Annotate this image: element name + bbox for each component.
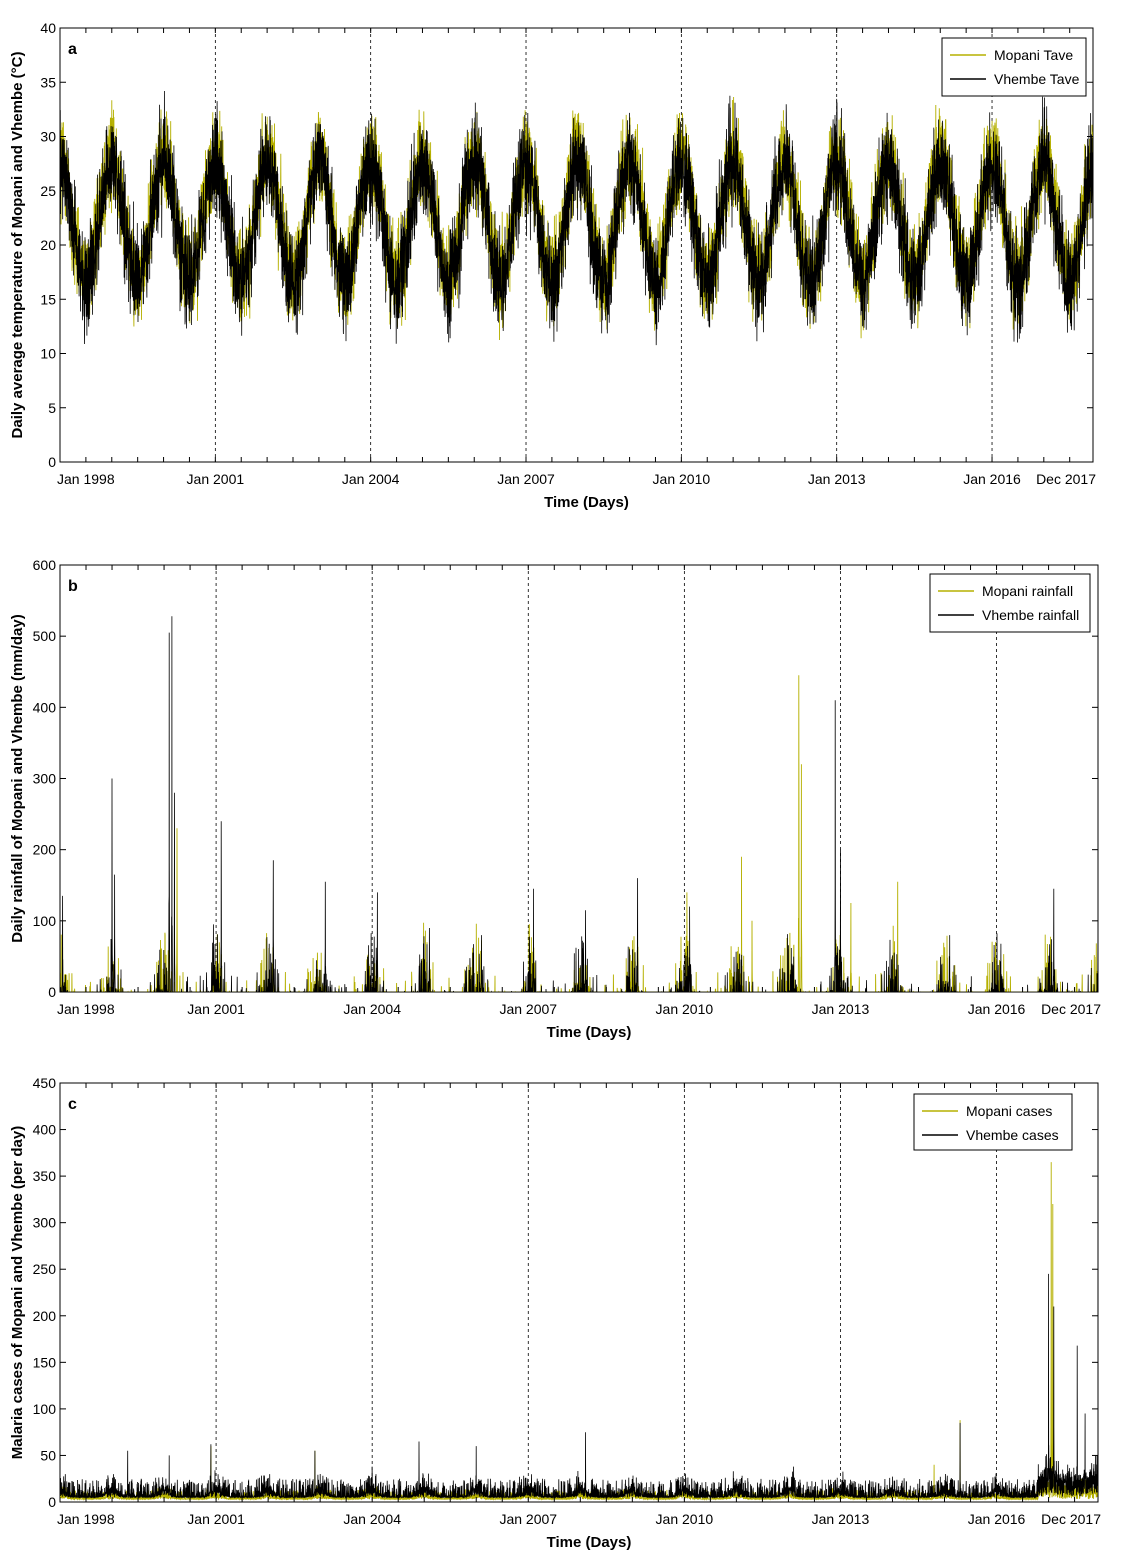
- y-axis-label: Daily average temperature of Mopani and …: [9, 52, 26, 439]
- y-axis-label: Daily rainfall of Mopani and Vhembe (mm/…: [9, 614, 26, 942]
- plot-frame: [59, 564, 1099, 993]
- x-tick-label: Jan 1998: [57, 1001, 115, 1017]
- x-tick-label: Jan 2016: [968, 1511, 1026, 1527]
- legend-box: [941, 37, 1087, 97]
- chart-panel-b: 0 100 200 300 400 500 600 Jan 1998 Jan 2001 Jan 2…: [9, 557, 1101, 1041]
- y-tick-label: 500: [33, 628, 57, 644]
- legend-entry: Mopani rainfall: [982, 583, 1073, 599]
- legend-entry: Vhembe cases: [966, 1127, 1059, 1143]
- x-tick-label: Jan 1998: [57, 1511, 115, 1527]
- x-axis-label: Time (Days): [547, 1024, 632, 1041]
- y-tick-label: 0: [48, 984, 56, 1000]
- y-tick-label: 25: [40, 183, 56, 199]
- y-tick-label: 300: [33, 1215, 57, 1231]
- x-tick-label: Jan 2004: [343, 1511, 401, 1527]
- y-tick-label: 250: [33, 1261, 57, 1277]
- legend-box: [913, 1093, 1073, 1151]
- x-tick-label: Jan 2001: [187, 471, 245, 487]
- series-line-mopani-cases: [60, 1162, 1098, 1501]
- x-tick-label: Jan 2001: [187, 1511, 245, 1527]
- y-axis-label: Malaria cases of Mopani and Vhembe (per …: [9, 1126, 26, 1459]
- x-tick-label: Jan 2007: [497, 471, 555, 487]
- panel-letter: b: [68, 578, 78, 595]
- x-tick-label: Jan 2001: [187, 1001, 245, 1017]
- y-tick-label: 50: [40, 1447, 56, 1463]
- y-tick-label: 0: [48, 454, 56, 470]
- y-tick-label: 350: [33, 1168, 57, 1184]
- x-tick-label: Jan 2010: [653, 471, 711, 487]
- y-tick-label: 100: [33, 913, 57, 929]
- x-tick-label: Dec 2017: [1041, 1511, 1101, 1527]
- y-tick-label: 150: [33, 1354, 57, 1370]
- legend: Mopani rainfall Vhembe rainfall: [929, 573, 1091, 633]
- y-tick-label: 400: [33, 1122, 57, 1138]
- y-tick-label: 15: [40, 291, 56, 307]
- y-tick-label: 400: [33, 699, 57, 715]
- legend-entry: Mopani cases: [966, 1103, 1052, 1119]
- y-tick-label: 200: [33, 1308, 57, 1324]
- y-tick-label: 300: [33, 771, 57, 787]
- y-tick-label: 5: [48, 400, 56, 416]
- legend-entry: Vhembe Tave: [994, 71, 1080, 87]
- legend: Mopani cases Vhembe cases: [913, 1093, 1073, 1151]
- y-tick-label: 100: [33, 1401, 57, 1417]
- x-tick-label: Jan 2007: [499, 1511, 557, 1527]
- y-tick-label: 200: [33, 842, 57, 858]
- x-tick-label: Jan 2013: [812, 1001, 870, 1017]
- x-tick-label: Jan 2010: [656, 1511, 714, 1527]
- y-tick-label: 40: [40, 20, 56, 36]
- x-tick-label: Jan 2007: [499, 1001, 557, 1017]
- x-tick-label: Jan 2013: [808, 471, 866, 487]
- plot-frame: [59, 1082, 1099, 1503]
- y-tick-label: 450: [33, 1075, 57, 1091]
- chart-panel-a: 0 5 10 15 20 25 30 35 40 Jan 1998 Jan 2001 Jan 2004…: [9, 20, 1096, 511]
- chart-panel-c: 0 50 100 150 200 250 300 350 400 450 Jan 1998 Jan 2…: [9, 1075, 1101, 1551]
- panel-letter: a: [68, 41, 77, 58]
- y-tick-label: 20: [40, 237, 56, 253]
- x-tick-label: Jan 2016: [963, 471, 1021, 487]
- x-tick-label: Jan 2004: [342, 471, 400, 487]
- x-tick-label: Jan 2004: [343, 1001, 401, 1017]
- legend: Mopani Tave Vhembe Tave: [941, 37, 1087, 97]
- legend-entry: Mopani Tave: [994, 47, 1073, 63]
- series-line-vhembe-cases: [60, 1273, 1098, 1499]
- x-tick-label: Jan 2010: [656, 1001, 714, 1017]
- x-tick-label: Dec 2017: [1041, 1001, 1101, 1017]
- y-tick-label: 600: [33, 557, 57, 573]
- panel-letter: c: [68, 1096, 77, 1113]
- legend-box: [929, 573, 1091, 633]
- y-tick-label: 0: [48, 1494, 56, 1510]
- series-line-vhembe-tave: [60, 90, 1093, 346]
- x-tick-label: Jan 2016: [968, 1001, 1026, 1017]
- x-tick-label: Dec 2017: [1036, 471, 1096, 487]
- x-axis-label: Time (Days): [547, 1534, 632, 1551]
- y-tick-label: 30: [40, 129, 56, 145]
- legend-entry: Vhembe rainfall: [982, 607, 1079, 623]
- x-axis-label: Time (Days): [544, 494, 629, 511]
- y-tick-label: 10: [40, 346, 56, 362]
- y-tick-label: 35: [40, 74, 56, 90]
- x-tick-label: Jan 2013: [812, 1511, 870, 1527]
- x-tick-label: Jan 1998: [57, 471, 115, 487]
